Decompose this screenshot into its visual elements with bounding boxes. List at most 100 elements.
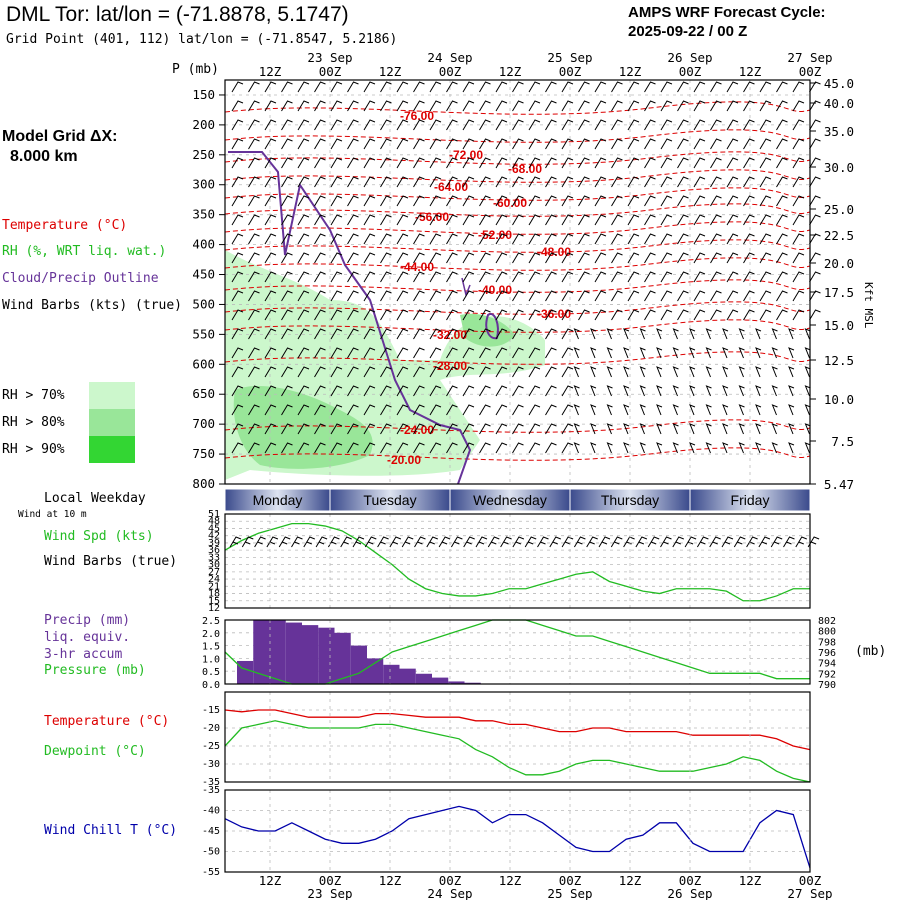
wind-barb xyxy=(710,309,722,321)
wind-barb xyxy=(545,271,557,283)
wind-barb xyxy=(738,347,745,359)
wind-barb xyxy=(380,214,392,226)
wind-barb xyxy=(776,290,788,302)
wind-barb xyxy=(462,442,475,454)
wind-barb xyxy=(281,214,293,226)
surface-wind-barb xyxy=(672,536,684,548)
wind-barb xyxy=(710,271,722,283)
wind-barb xyxy=(495,404,508,416)
height-tick-label: 5.47 xyxy=(824,477,854,492)
wind-barb xyxy=(281,119,293,131)
height-tick-label: 12.5 xyxy=(824,353,854,368)
wind-barb xyxy=(330,252,343,264)
wind-barb xyxy=(759,309,772,321)
wind-chill-tick-label: -35 xyxy=(202,785,220,796)
wind-barb xyxy=(710,119,722,131)
wind-barb xyxy=(561,309,574,321)
precip-bar xyxy=(399,668,416,684)
wind-barb xyxy=(627,309,640,321)
wind-barb xyxy=(380,404,392,416)
wind-barb xyxy=(248,233,260,245)
wind-barb xyxy=(776,138,788,150)
wind-barb xyxy=(248,309,260,321)
hour-label-bottom: 00Z xyxy=(679,873,702,888)
wind-barb xyxy=(330,442,343,454)
wind-barb xyxy=(705,328,712,340)
wind-barb xyxy=(611,81,623,93)
wind-barb xyxy=(330,404,343,416)
wind-barb xyxy=(429,309,442,321)
wind-barb xyxy=(380,328,392,340)
wind-barb xyxy=(512,366,524,378)
surface-wind-barb xyxy=(660,536,672,548)
wind-barb xyxy=(429,176,442,188)
wind-barb xyxy=(380,423,392,435)
surface-wind-barb xyxy=(426,536,438,548)
wind-barb xyxy=(330,100,343,112)
wind-barb xyxy=(722,423,729,435)
pressure-tick-label: 400 xyxy=(192,237,215,252)
wind-barb xyxy=(693,233,706,245)
date-label-top: 26 Sep xyxy=(667,50,712,65)
wind-barb xyxy=(314,176,326,188)
wind-barb xyxy=(639,423,646,435)
wind-barb xyxy=(495,309,508,321)
surface-wind-barbs xyxy=(229,536,820,548)
wind-barb xyxy=(396,347,409,359)
wind-barb xyxy=(545,81,557,93)
pressure-unit-label: (mb) xyxy=(855,644,887,659)
wind-barb xyxy=(396,176,409,188)
wind-barb xyxy=(726,119,739,131)
wind-barb xyxy=(743,290,755,302)
wind-barb xyxy=(755,366,762,378)
isotherm-line xyxy=(224,447,811,461)
wind-barb xyxy=(248,119,260,131)
wind-barb xyxy=(561,176,574,188)
precip-tick-label: 0.5 xyxy=(202,667,220,678)
wind-barb xyxy=(561,347,574,359)
wind-barb xyxy=(380,252,392,264)
surface-wind-barb xyxy=(254,536,266,548)
surface-wind-barb xyxy=(364,536,377,548)
pressure-right-tick-label: 792 xyxy=(818,669,836,680)
wind-barb xyxy=(314,81,326,93)
forecast-cycle-value: 2025-09-22 / 00 Z xyxy=(628,23,748,40)
wind-barb xyxy=(297,366,310,378)
wind-barb xyxy=(755,347,762,359)
wind-barb xyxy=(413,271,425,283)
wind-barb xyxy=(545,404,557,416)
height-tick-label: 7.5 xyxy=(831,434,854,449)
isotherm-label: -20.00 xyxy=(387,453,421,467)
wind-barb xyxy=(623,328,630,340)
wind-barb xyxy=(297,176,310,188)
wind-barb xyxy=(314,100,326,112)
wind-barb xyxy=(627,271,640,283)
wind-barb xyxy=(788,328,795,340)
wind-barb xyxy=(545,290,557,302)
wind-barb xyxy=(689,347,696,359)
wind-barb xyxy=(759,157,772,169)
wind-barb xyxy=(639,385,646,397)
wind-barb xyxy=(561,366,574,378)
height-tick-label: 10.0 xyxy=(824,392,854,407)
wind-barb xyxy=(347,309,359,321)
wind-barb xyxy=(264,328,277,340)
wind-barb xyxy=(677,214,689,226)
wind-barb xyxy=(689,366,696,378)
temperature-label: Temperature (°C) xyxy=(44,714,170,729)
wind-barb xyxy=(413,366,425,378)
wind-barb xyxy=(429,347,442,359)
precip-bar xyxy=(253,620,270,684)
wind-barb xyxy=(347,157,359,169)
surface-wind-barb xyxy=(266,536,279,548)
wind-barb xyxy=(804,404,811,416)
wind-barb xyxy=(479,214,491,226)
wind-barb xyxy=(396,233,409,245)
legend-cloud: Cloud/Precip Outline xyxy=(2,271,159,286)
wind-barb xyxy=(528,195,541,207)
wind-barb xyxy=(462,347,475,359)
wind-barb xyxy=(512,157,524,169)
wind-barb xyxy=(755,404,762,416)
wind-barb xyxy=(264,252,277,264)
wind-barb xyxy=(545,214,557,226)
